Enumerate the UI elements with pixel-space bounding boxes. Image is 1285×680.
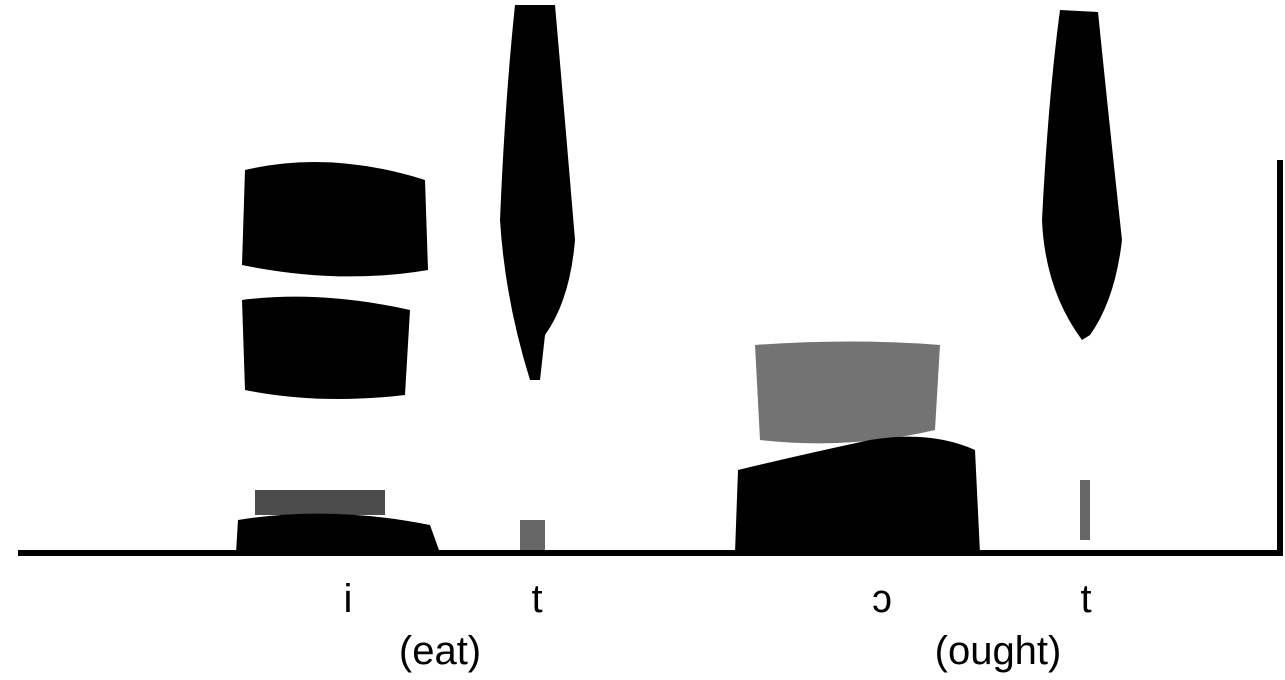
formant-i-mid — [242, 296, 410, 399]
burst-t2-noise — [1080, 480, 1090, 540]
formant-i-low — [236, 513, 440, 553]
phone-label: ɔ — [872, 577, 892, 621]
phone-label: t — [531, 577, 542, 621]
burst-t1-noise — [520, 520, 545, 552]
right-edge — [1277, 160, 1283, 556]
formant-i-low-noise — [255, 490, 385, 515]
word-gloss: (ought) — [935, 629, 1062, 673]
formant-o-high — [755, 341, 940, 444]
formant-o-low — [735, 436, 980, 553]
spectrogram-marks — [18, 5, 1283, 556]
burst-t1 — [500, 5, 575, 380]
phone-label: i — [344, 577, 353, 621]
labels: i t (eat) ɔ t (ought) — [344, 577, 1092, 673]
baseline — [18, 550, 1280, 556]
word-gloss: (eat) — [399, 629, 481, 673]
phone-label: t — [1080, 577, 1091, 621]
burst-t2 — [1042, 10, 1122, 340]
formant-i-high — [242, 162, 428, 277]
